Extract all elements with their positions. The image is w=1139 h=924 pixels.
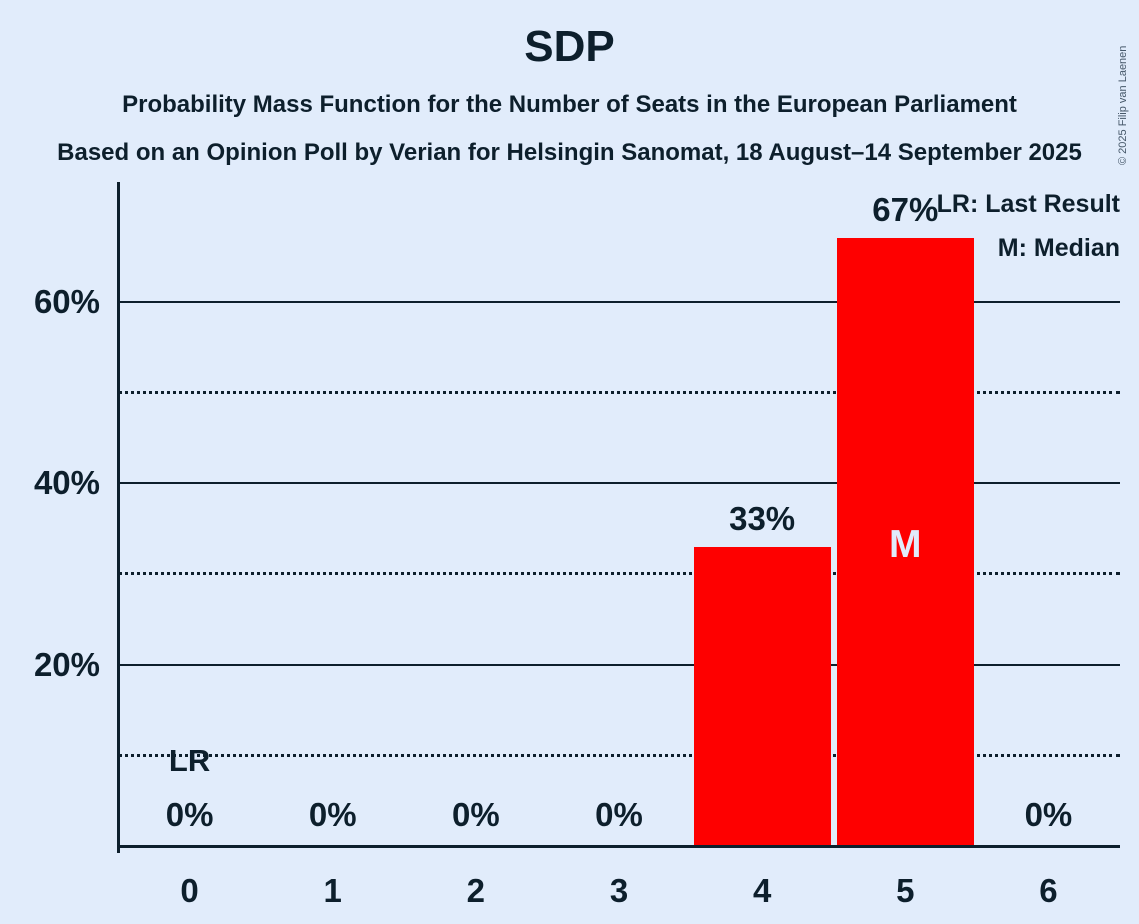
y-tick-label: 40% [33,464,100,502]
value-label: 0% [1024,796,1073,833]
value-label: 0% [165,796,214,833]
gridline-dotted [118,753,1120,757]
y-tick-label: 60% [33,282,100,320]
y-axis-line [117,182,120,853]
value-label: 0% [595,796,643,833]
x-axis-line [117,845,1120,848]
bar [693,546,831,846]
x-tick-label: 2 [466,872,486,909]
last-result-marker: LR [168,743,211,778]
chart-source-subtitle: Based on an Opinion Poll by Verian for H… [57,139,1082,166]
copyright-notice: © 2025 Filip van Laenen [1117,45,1129,165]
legend-median: M: Median [997,234,1120,262]
gridline-solid [118,482,1120,485]
value-label: 67% [872,191,939,229]
bar [836,238,974,846]
median-marker: M [889,523,922,566]
legend-last-result: LR: Last Result [936,190,1120,218]
gridline-solid [118,300,1120,303]
value-label: 0% [308,796,357,833]
gridline-dotted [118,572,1120,576]
value-label: 33% [729,499,796,537]
x-tick-label: 1 [323,872,342,909]
y-tick-label: 20% [33,645,100,683]
chart-subtitle: Probability Mass Function for the Number… [122,91,1017,118]
gridline-solid [118,663,1120,666]
x-tick-label: 0 [180,872,199,909]
chart-title: SDP [524,22,615,71]
x-tick-label: 3 [609,872,629,909]
gridline-dotted [118,390,1120,394]
value-label: 0% [452,796,500,833]
x-tick-label: 4 [752,872,772,909]
x-tick-label: 6 [1039,872,1058,909]
x-tick-label: 5 [896,872,915,909]
